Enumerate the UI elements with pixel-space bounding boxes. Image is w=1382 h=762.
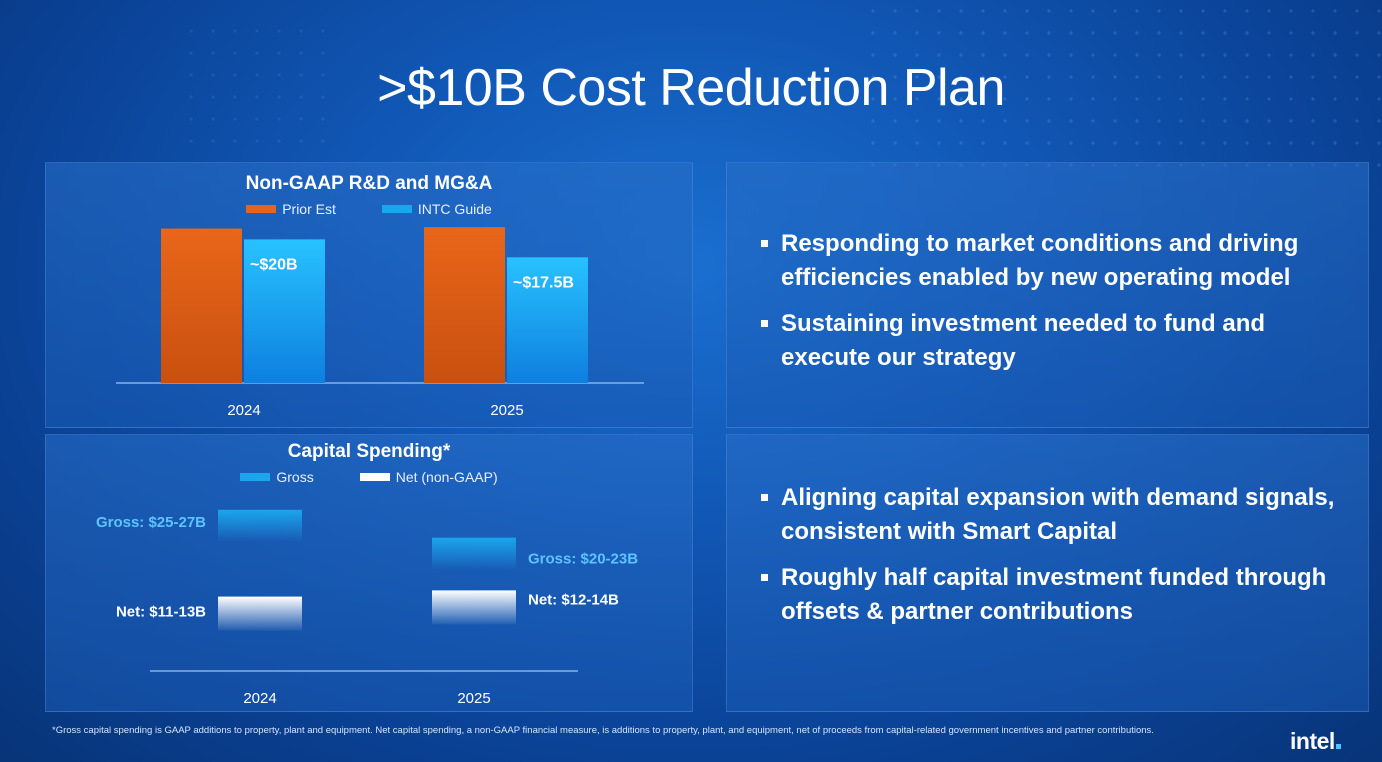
rd-x-tick-2024: 2024 <box>227 402 260 419</box>
capex-chart-title: Capital Spending* <box>287 441 451 462</box>
rd-chart-title: Non-GAAP R&D and MG&A <box>245 173 493 194</box>
data-label-bar-net-2025: Net: $12-14B <box>528 591 619 608</box>
bullet-item: Responding to market conditions and driv… <box>759 227 1359 295</box>
bar-net-2025 <box>432 590 516 625</box>
rd-x-tick-2025: 2025 <box>490 402 523 419</box>
bullets-top-panel: Responding to market conditions and driv… <box>726 162 1369 428</box>
bullets-bottom-panel: Aligning capital expansion with demand s… <box>726 434 1369 712</box>
capex-chart-svg: Gross: $25-27B Net: $11-13B 2024 Gross: $20… <box>96 509 638 707</box>
capex-chart-legend: Gross Net (non-GAAP) <box>46 469 692 485</box>
rd-chart-svg: ~$20B 2024 ~$17.5B 2025 <box>116 227 644 419</box>
capex-x-tick-2025: 2025 <box>457 690 490 707</box>
legend-item-intc-guide: INTC Guide <box>381 201 492 217</box>
legend-item-net: Net (non-GAAP) <box>359 469 498 485</box>
capex-x-tick-2024: 2024 <box>243 690 276 707</box>
legend-swatch-net <box>359 473 390 481</box>
dot-pattern <box>862 0 1382 170</box>
bullet-square-icon <box>761 494 768 501</box>
legend-swatch-intc-guide <box>381 205 412 213</box>
legend-item-gross: Gross <box>240 469 314 485</box>
bullet-text: Aligning capital expansion with demand s… <box>781 484 1335 545</box>
rd-mga-chart-panel: Non-GAAP R&D and MG&A Prior Est INTC Gui… <box>45 162 693 428</box>
intel-logo: intel <box>1290 728 1341 755</box>
data-label-bar-intc-guide-2025: ~$17.5B <box>513 274 574 291</box>
bar-gross-2025 <box>432 537 516 570</box>
data-label-bar-gross-2025: Gross: $20-23B <box>528 551 638 568</box>
data-label-bar-gross-2024: Gross: $25-27B <box>96 514 206 531</box>
bar-intc-guide-2025 <box>507 257 588 383</box>
bar-gross-2024 <box>218 509 302 542</box>
bar-net-2024 <box>218 596 302 631</box>
data-label-bar-net-2024: Net: $11-13B <box>116 604 206 621</box>
slide-title: >$10B Cost Reduction Plan <box>377 59 1005 117</box>
legend-item-prior-est: Prior Est <box>246 201 336 217</box>
legend-label-intc-guide: INTC Guide <box>417 201 492 217</box>
legend-swatch-gross <box>240 473 271 481</box>
footnote: *Gross capital spending is GAAP addition… <box>52 725 1154 736</box>
logo-text: intel <box>1290 728 1335 754</box>
legend-label-net: Net (non-GAAP) <box>395 469 498 485</box>
bullet-square-icon <box>761 320 768 327</box>
bullet-text: Roughly half capital investment funded t… <box>781 564 1327 625</box>
legend-label-prior-est: Prior Est <box>282 201 336 217</box>
bar-intc-guide-2024 <box>244 239 325 383</box>
dot-pattern-left <box>180 20 340 160</box>
bullet-square-icon <box>761 574 768 581</box>
bullet-item: Aligning capital expansion with demand s… <box>759 481 1359 549</box>
legend-label-gross: Gross <box>276 469 314 485</box>
bar-prior-est-2024 <box>161 228 242 383</box>
bullets-top-list: Responding to market conditions and driv… <box>759 227 1359 387</box>
legend-swatch-prior-est <box>246 205 277 213</box>
bullets-bottom-list: Aligning capital expansion with demand s… <box>759 481 1359 641</box>
logo-dot <box>1335 744 1341 749</box>
capital-spending-chart-panel: Capital Spending* Gross Net (non-GAAP) <box>45 434 693 712</box>
rd-chart-legend: Prior Est INTC Guide <box>46 201 692 217</box>
bullet-square-icon <box>761 240 768 247</box>
bar-prior-est-2025 <box>424 227 505 383</box>
bullet-text: Sustaining investment needed to fund and… <box>781 310 1266 371</box>
bullet-item: Sustaining investment needed to fund and… <box>759 307 1359 375</box>
bullet-text: Responding to market conditions and driv… <box>781 230 1299 291</box>
data-label-bar-intc-guide-2024: ~$20B <box>250 256 298 273</box>
bullet-item: Roughly half capital investment funded t… <box>759 561 1359 629</box>
